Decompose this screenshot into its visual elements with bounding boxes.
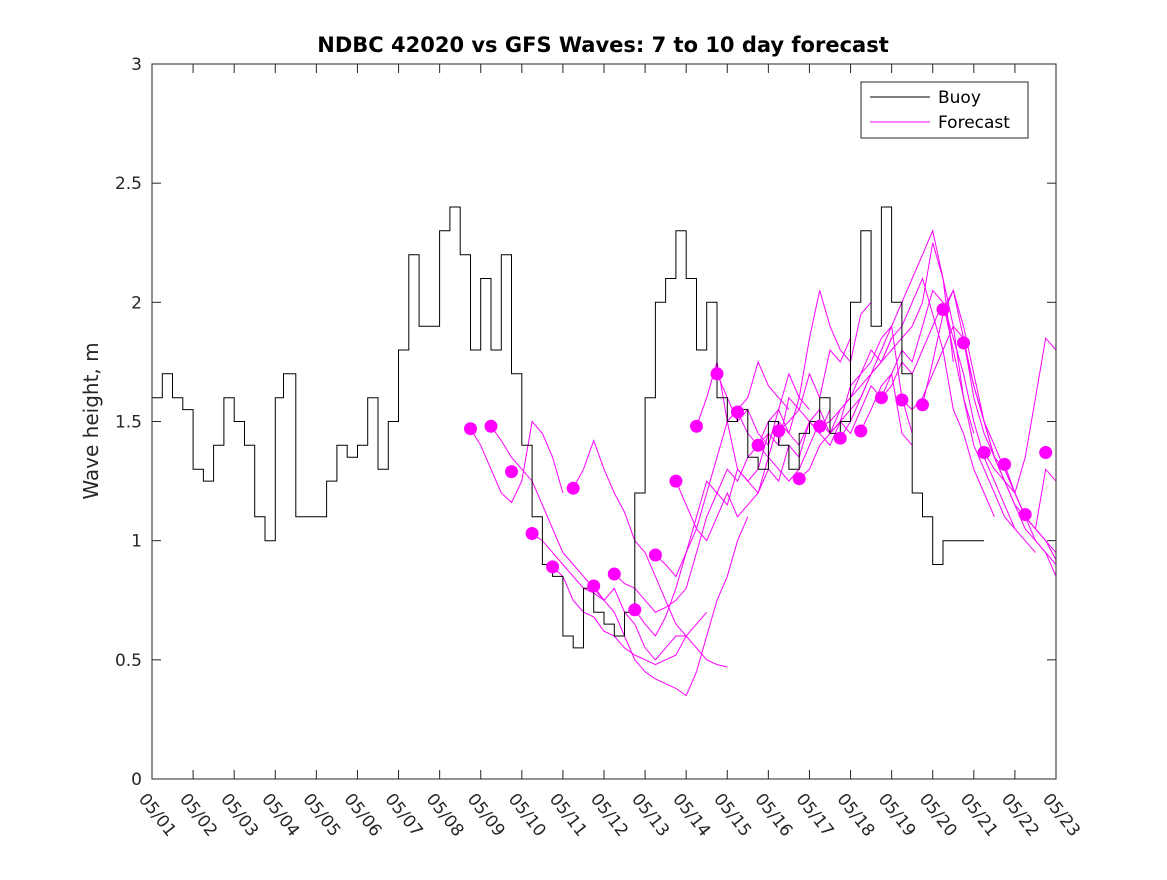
y-tick-label: 1 <box>131 532 142 552</box>
legend-buoy-label: Buoy <box>938 88 981 108</box>
forecast-point <box>998 457 1012 471</box>
forecast-point <box>464 422 477 436</box>
forecast-run-line-17 <box>839 277 995 517</box>
forecast-run-line-25 <box>1004 464 1056 530</box>
forecast-point <box>648 548 662 562</box>
forecast-point <box>484 419 498 433</box>
chart-title: NDBC 42020 vs GFS Waves: 7 to 10 day for… <box>317 33 888 57</box>
forecast-point <box>813 419 827 433</box>
forecast-point <box>833 431 847 445</box>
forecast-run-line-7 <box>634 360 790 637</box>
forecast-point <box>587 579 601 593</box>
y-tick-label: 2 <box>131 293 142 313</box>
forecast-run-line-12 <box>737 337 893 447</box>
forecast-point <box>895 393 909 407</box>
forecast-run-line-6 <box>613 433 769 613</box>
buoy-series-line <box>152 206 985 649</box>
forecast-run-line-0 <box>470 420 564 504</box>
forecast-run-line-3 <box>552 566 708 666</box>
y-tick-label: 0 <box>131 770 142 790</box>
forecast-point <box>731 405 744 419</box>
forecast-run-line-10 <box>696 337 851 482</box>
y-tick-label: 2.5 <box>115 174 142 194</box>
forecast-run-line-19 <box>881 300 1036 553</box>
forecast-point <box>772 424 786 438</box>
forecast-run-line-24 <box>983 336 1056 495</box>
forecast-run-line-13 <box>757 325 913 482</box>
forecast-point <box>710 367 724 381</box>
y-axis-label: Wave height, m <box>79 342 103 499</box>
forecast-point <box>669 474 683 488</box>
forecast-point <box>936 303 950 316</box>
forecast-run-line-18 <box>860 289 1016 530</box>
forecast-point <box>1039 446 1053 459</box>
forecast-point <box>751 438 765 452</box>
forecast-point <box>854 424 868 438</box>
forecast-run-line-23 <box>963 342 1056 560</box>
legend: Buoy Forecast <box>860 81 1029 139</box>
forecast-point <box>546 560 560 574</box>
forecast-run-line-1 <box>490 426 605 601</box>
forecast-point <box>874 391 888 405</box>
forecast-run-line-22 <box>942 289 1056 577</box>
y-tick-label: 0.5 <box>115 651 142 671</box>
forecast-run-line-5 <box>593 516 749 697</box>
forecast-point <box>505 465 518 479</box>
forecast-point <box>977 446 991 459</box>
forecast-point <box>525 527 539 540</box>
forecast-point <box>607 567 621 581</box>
forecast-point <box>916 398 929 412</box>
forecast-run-line-2 <box>531 533 687 661</box>
forecast-point <box>792 472 806 486</box>
forecast-point <box>1018 508 1032 521</box>
forecast-point <box>566 481 580 495</box>
forecast-point <box>628 603 642 617</box>
y-tick-label: 1.5 <box>115 413 142 433</box>
forecast-run-line-9 <box>675 409 831 542</box>
y-tick-label: 3 <box>131 55 142 75</box>
legend-forecast-label: Forecast <box>938 113 1010 133</box>
forecast-point <box>690 419 703 433</box>
forecast-run-line-14 <box>778 372 913 447</box>
forecast-point <box>957 336 970 350</box>
